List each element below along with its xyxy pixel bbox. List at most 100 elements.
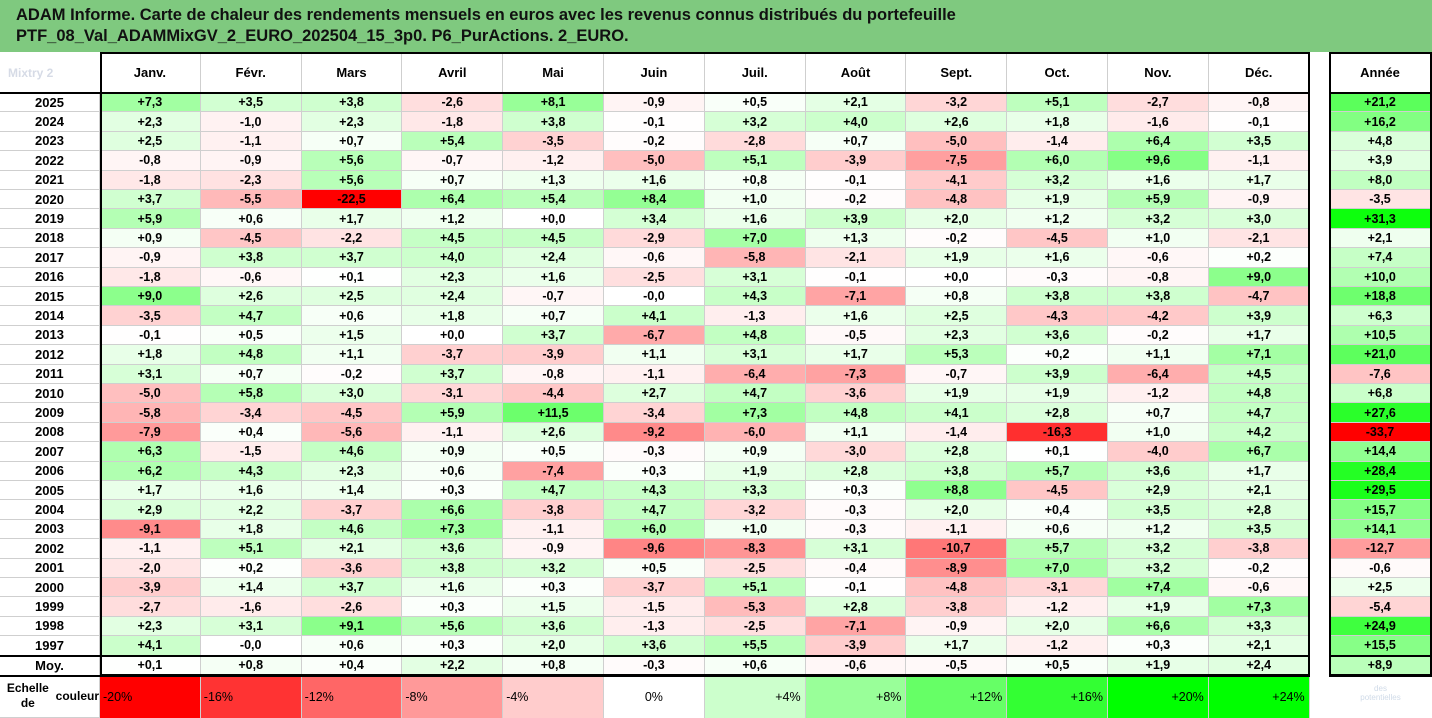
heat-cell-2011-12: +4,5 [1208,364,1310,384]
heat-cell-2011-11: -6,4 [1108,364,1209,384]
heat-cell-2025-3: +3,8 [301,93,403,113]
heat-cell-2008-3: -5,6 [301,422,403,443]
year-label-1997: 1997 [0,636,100,656]
heat-cell-2018-4: +4,5 [402,228,504,249]
heat-cell-2005-6: +4,3 [604,481,705,501]
heat-cell-2002-8: +3,1 [805,539,907,559]
heat-cell-2016-11: -0,8 [1108,267,1209,287]
heat-cell-2016-12: +9,0 [1208,267,1310,287]
average-cell-1: +0,1 [100,655,201,676]
heat-cell-2008-2: +0,4 [200,422,302,443]
heat-cell-2006-2: +4,3 [200,461,302,481]
annual-cell-2014: +6,3 [1329,306,1432,326]
heat-cell-2018-6: -2,9 [604,228,705,249]
heat-cell-2012-12: +7,1 [1208,345,1310,365]
heat-cell-2003-5: -1,1 [503,519,604,540]
heat-cell-2024-6: -0,1 [604,112,705,132]
heat-cell-2023-1: +2,5 [100,131,201,152]
heat-cell-1999-7: -5,3 [704,597,806,617]
annual-cell-2000: +2,5 [1329,578,1432,598]
average-cell-9: -0,5 [906,655,1008,676]
heat-cell-1998-10: +2,0 [1007,616,1108,637]
heat-cell-2012-1: +1,8 [100,345,201,365]
heat-cell-2024-3: +2,3 [301,112,403,132]
heat-cell-2017-4: +4,0 [402,248,504,268]
heat-cell-1998-8: -7,1 [805,616,907,637]
month-header-9: Sept. [906,53,1008,93]
heat-cell-2015-6: -0,0 [604,287,705,307]
heat-cell-2019-10: +1,2 [1007,209,1108,229]
heat-cell-2003-4: +7,3 [402,519,504,540]
year-label-2005: 2005 [0,481,100,501]
annual-cell-2018: +2,1 [1329,228,1432,249]
heat-cell-2009-7: +7,3 [704,403,806,423]
heat-cell-2010-4: -3,1 [402,384,504,404]
heat-cell-2025-1: +7,3 [100,93,201,113]
heat-cell-2017-8: -2,1 [805,248,907,268]
heat-cell-2016-5: +1,6 [503,267,604,287]
heat-cell-2023-7: -2,8 [704,131,806,152]
color-scale-stop-3: -12% [301,675,403,718]
heat-cell-1998-5: +3,6 [503,616,604,637]
heat-cell-2000-4: +1,6 [402,578,504,598]
heat-cell-2009-6: -3,4 [604,403,705,423]
year-label-2016: 2016 [0,267,100,287]
heat-cell-2005-1: +1,7 [100,481,201,501]
year-label-2009: 2009 [0,403,100,423]
heat-cell-1999-6: -1,5 [604,597,705,617]
heat-cell-2012-3: +1,1 [301,345,403,365]
heat-cell-2008-1: -7,9 [100,422,201,443]
heat-cell-2016-10: -0,3 [1007,267,1108,287]
annual-cell-2007: +14,4 [1329,442,1432,462]
heat-cell-2021-10: +3,2 [1007,170,1108,190]
year-label-2000: 2000 [0,578,100,598]
heat-cell-2002-3: +2,1 [301,539,403,559]
heat-cell-2016-7: +3,1 [704,267,806,287]
annual-cell-2002: -12,7 [1329,539,1432,559]
heat-cell-2006-10: +5,7 [1007,461,1108,481]
annual-cell-2021: +8,0 [1329,170,1432,190]
month-header-2: Févr. [200,53,302,93]
heat-cell-2000-6: -3,7 [604,578,705,598]
heat-cell-2005-9: +8,8 [906,481,1008,501]
heat-cell-2014-5: +0,7 [503,306,604,326]
heat-cell-2009-10: +2,8 [1007,403,1108,423]
heat-cell-1998-12: +3,3 [1208,616,1310,637]
heat-cell-2013-1: -0,1 [100,325,201,346]
heat-cell-2019-8: +3,9 [805,209,907,229]
heat-cell-2021-7: +0,8 [704,170,806,190]
heat-cell-2006-12: +1,7 [1208,461,1310,481]
heat-cell-2002-2: +5,1 [200,539,302,559]
heat-cell-2005-5: +4,7 [503,481,604,501]
color-scale-stop-6: 0% [604,675,705,718]
heat-cell-2023-8: +0,7 [805,131,907,152]
month-header-3: Mars [301,53,403,93]
title-line-2: PTF_08_Val_ADAMMixGV_2_EURO_202504_15_3p… [16,27,629,45]
heat-cell-1997-4: +0,3 [402,636,504,656]
heat-cell-2021-9: -4,1 [906,170,1008,190]
heat-cell-2000-5: +0,3 [503,578,604,598]
heat-cell-1999-12: +7,3 [1208,597,1310,617]
heat-cell-2002-7: -8,3 [704,539,806,559]
heat-cell-2000-2: +1,4 [200,578,302,598]
heat-cell-2014-9: +2,5 [906,306,1008,326]
heat-cell-2008-12: +4,2 [1208,422,1310,443]
year-label-2010: 2010 [0,384,100,404]
heat-cell-2019-1: +5,9 [100,209,201,229]
year-label-2014: 2014 [0,306,100,326]
heat-cell-2024-10: +1,8 [1007,112,1108,132]
heat-cell-2015-2: +2,6 [200,287,302,307]
heat-cell-2004-8: -0,3 [805,500,907,520]
heat-cell-2004-1: +2,9 [100,500,201,520]
heat-cell-2015-5: -0,7 [503,287,604,307]
heat-cell-2014-7: -1,3 [704,306,806,326]
month-header-5: Mai [503,53,604,93]
month-header-7: Juil. [704,53,806,93]
year-label-2018: 2018 [0,228,100,249]
heat-cell-2022-1: -0,8 [100,151,201,171]
heat-cell-2004-12: +2,8 [1208,500,1310,520]
heat-cell-2021-6: +1,6 [604,170,705,190]
heat-cell-2018-5: +4,5 [503,228,604,249]
year-label-2024: 2024 [0,112,100,132]
